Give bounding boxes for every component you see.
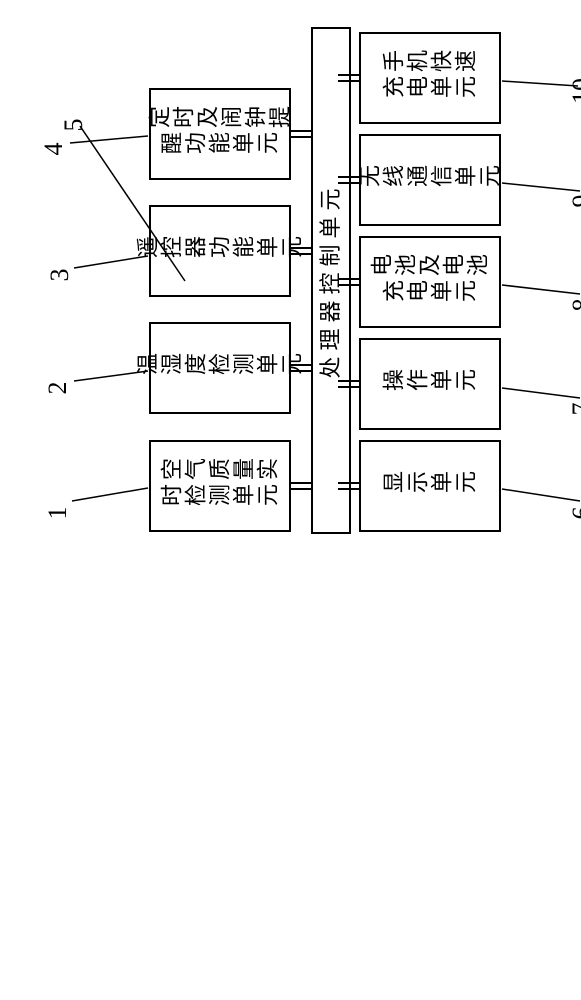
leader-line: [502, 183, 580, 191]
num-1: 1: [43, 507, 72, 520]
leader-line: [502, 388, 580, 398]
leader-line: [72, 488, 148, 501]
central-controller-label: 处理器控制单元: [318, 182, 343, 378]
label-3: 遥控器功能单元: [136, 236, 304, 261]
label-8-col2: 充电单元: [382, 280, 478, 305]
leader-line: [502, 285, 580, 294]
num-3: 3: [45, 269, 74, 282]
label-2: 温湿度检测单元: [136, 353, 304, 378]
num-10: 10: [567, 78, 581, 104]
label-7: 操作单元: [382, 369, 478, 394]
num-6: 6: [567, 507, 581, 520]
num-4: 4: [39, 143, 68, 156]
num-7: 7: [567, 403, 581, 416]
label-10-col1: 手机快速: [382, 50, 478, 75]
label-6: 显示单元: [382, 471, 478, 496]
leader-line: [502, 489, 580, 501]
label-10-col2: 充电单元: [382, 76, 478, 101]
num-9: 9: [567, 195, 581, 208]
label-1-col2: 时检测单元: [160, 484, 280, 509]
num-5: 5: [59, 119, 88, 132]
label-1-col1: 空气质量实: [160, 458, 280, 483]
leader-line: [70, 136, 148, 143]
label-9: 无线通信单元: [358, 165, 502, 190]
label-4-col1: 定时及闹钟提: [148, 106, 292, 131]
num-8: 8: [567, 299, 581, 312]
label-4-col2: 醒功能单元: [160, 132, 280, 157]
num-2: 2: [43, 382, 72, 395]
block-diagram: 处理器控制单元 5 空气质量实时检测单元 1 温湿度检测单元 2 遥控器功能单元 3 定时及闹钟…: [0, 0, 581, 1000]
label-8-col1: 电池及电池: [370, 254, 490, 279]
